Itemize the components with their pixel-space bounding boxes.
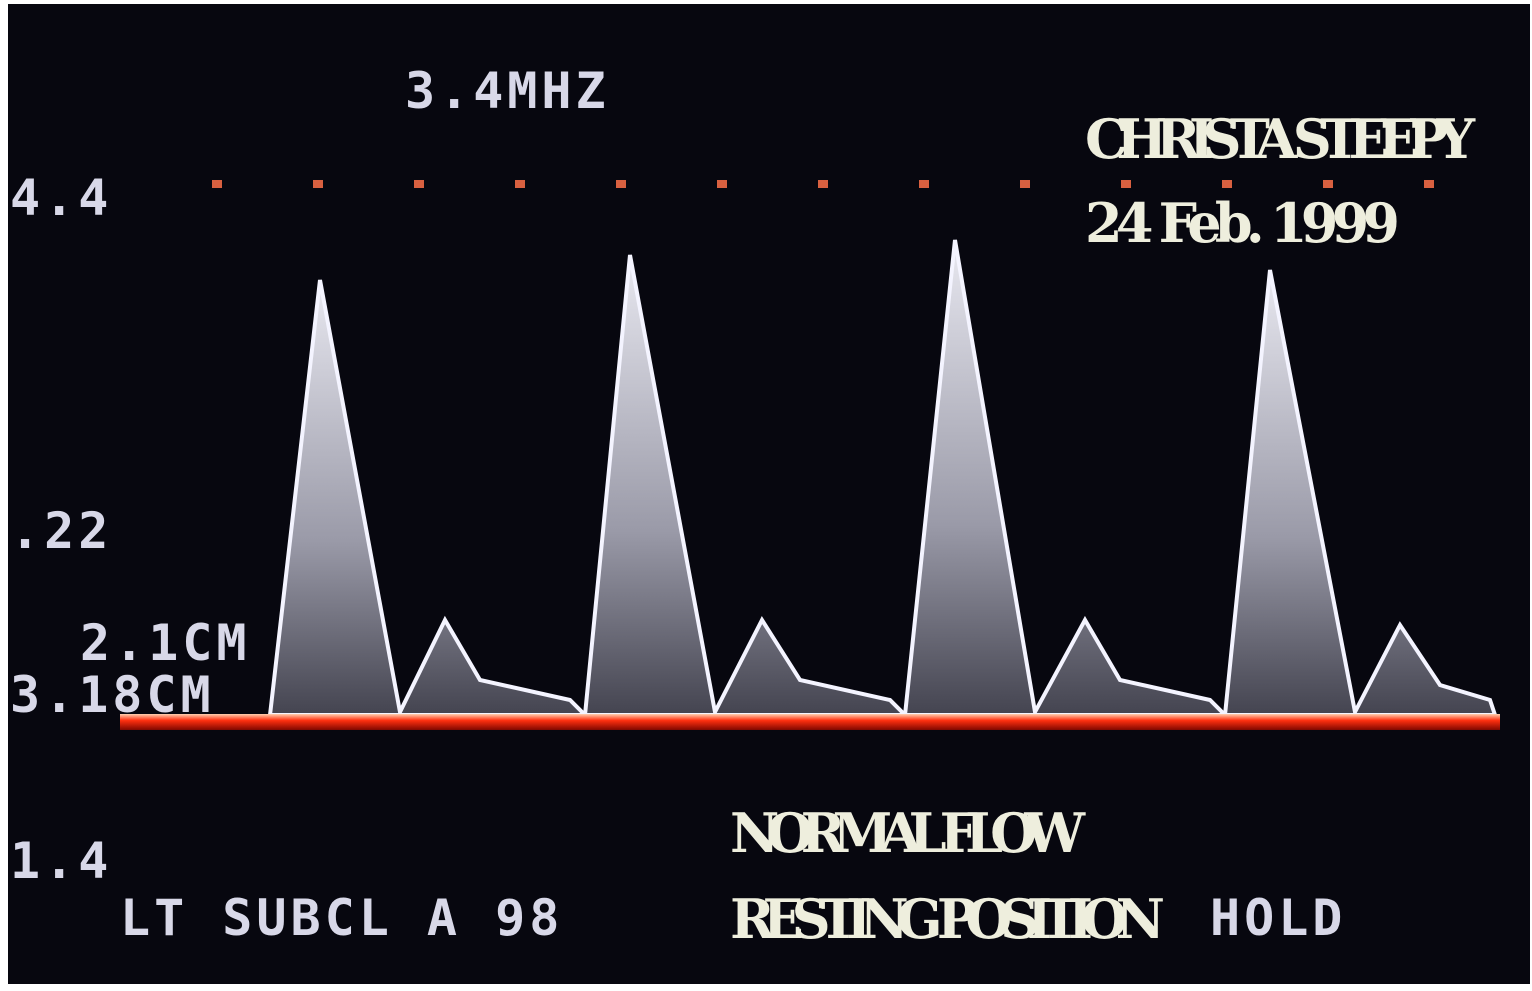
marker-dot (1323, 180, 1333, 188)
marker-dot (1020, 180, 1030, 188)
marker-dot (1424, 180, 1434, 188)
marker-dot (515, 180, 525, 188)
caption: NORMAL FLOW (730, 801, 1086, 865)
marker-dot (414, 180, 424, 188)
caption: RESTING POSITION (730, 887, 1165, 951)
marker-dot (818, 180, 828, 188)
scale-label: 3.18CM (10, 666, 215, 724)
patient-name: CHRISTA STEEPY (1085, 107, 1476, 171)
marker-dot (1121, 180, 1131, 188)
vessel-label: LT SUBCL A 98 (120, 889, 563, 947)
scale-label: 4.4 (10, 169, 112, 227)
scale-label: 1.4 (10, 832, 112, 890)
caption-hold: HOLD (1210, 889, 1346, 947)
baseline (120, 714, 1500, 730)
marker-dot (313, 180, 323, 188)
marker-dot (919, 180, 929, 188)
frequency: 3.4MHZ (405, 62, 610, 120)
waveform (267, 239, 1498, 719)
marker-dot (717, 180, 727, 188)
marker-dot (616, 180, 626, 188)
marker-dot (212, 180, 222, 188)
scale-label: 2.1CM (80, 614, 251, 672)
marker-dots (212, 180, 1434, 188)
scale-label: .22 (10, 502, 112, 560)
exam-date: 24 Feb. 1999 (1085, 191, 1400, 255)
marker-dot (1222, 180, 1232, 188)
